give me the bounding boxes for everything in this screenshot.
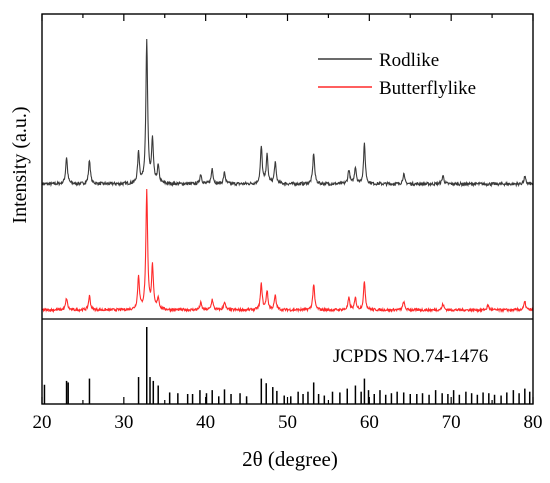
reference-label: JCPDS NO.74-1476 [333,346,488,367]
x-axis-label: 2θ (degree) [242,447,338,471]
series-line-butterflylike [41,189,534,314]
x-tick-label-70: 70 [442,412,461,433]
series-line-rodlike [41,38,534,188]
legend-label-butterflylike: Butterflylike [379,78,476,99]
x-tick-label-60: 60 [360,412,379,433]
x-tick-label-20: 20 [33,412,52,433]
plot-area [41,38,534,404]
legend-label-rodlike: Rodlike [379,50,439,71]
legend: Rodlike Butterflylike [318,50,476,99]
axes: 20 30 40 50 60 70 80 [33,13,543,433]
y-axis-label: Intensity (a.u.) [9,106,31,223]
x-tick-label-80: 80 [524,412,543,433]
x-tick-label-50: 50 [278,412,297,433]
x-tick-label-40: 40 [196,412,215,433]
x-tick-label-30: 30 [114,412,133,433]
